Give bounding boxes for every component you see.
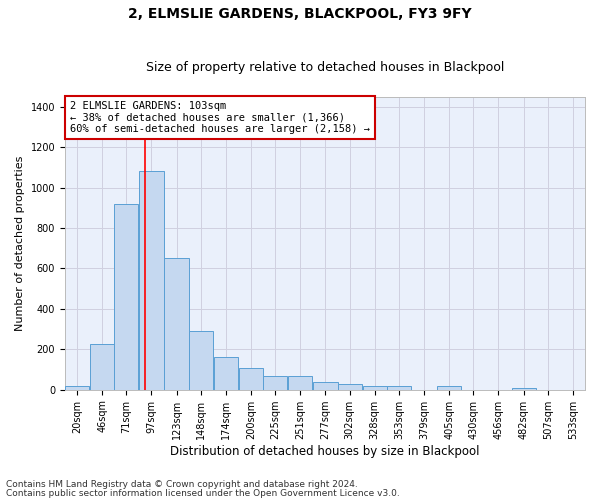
- Bar: [387, 386, 411, 390]
- Y-axis label: Number of detached properties: Number of detached properties: [15, 156, 25, 331]
- Bar: [164, 258, 188, 390]
- Text: Contains public sector information licensed under the Open Government Licence v3: Contains public sector information licen…: [6, 489, 400, 498]
- Bar: [139, 172, 164, 390]
- Bar: [114, 204, 139, 390]
- Bar: [188, 331, 213, 390]
- Bar: [338, 384, 362, 390]
- Text: 2 ELMSLIE GARDENS: 103sqm
← 38% of detached houses are smaller (1,366)
60% of se: 2 ELMSLIE GARDENS: 103sqm ← 38% of detac…: [70, 101, 370, 134]
- Bar: [362, 386, 387, 390]
- X-axis label: Distribution of detached houses by size in Blackpool: Distribution of detached houses by size …: [170, 444, 480, 458]
- Text: Contains HM Land Registry data © Crown copyright and database right 2024.: Contains HM Land Registry data © Crown c…: [6, 480, 358, 489]
- Bar: [288, 376, 313, 390]
- Bar: [90, 344, 114, 390]
- Bar: [65, 386, 89, 390]
- Title: Size of property relative to detached houses in Blackpool: Size of property relative to detached ho…: [146, 62, 504, 74]
- Text: 2, ELMSLIE GARDENS, BLACKPOOL, FY3 9FY: 2, ELMSLIE GARDENS, BLACKPOOL, FY3 9FY: [128, 8, 472, 22]
- Bar: [437, 386, 461, 390]
- Bar: [512, 388, 536, 390]
- Bar: [239, 368, 263, 390]
- Bar: [263, 376, 287, 390]
- Bar: [313, 382, 338, 390]
- Bar: [214, 358, 238, 390]
